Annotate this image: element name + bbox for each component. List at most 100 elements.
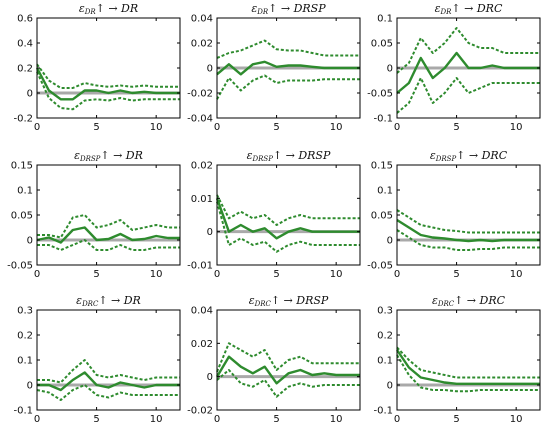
y-tick-label: 0.2 (17, 64, 33, 75)
x-tick-label: 0 (34, 269, 40, 280)
upper-band-line (216, 342, 360, 373)
panel-title: εDR↑ → DRSP (251, 2, 326, 16)
x-tick-label: 0 (394, 269, 400, 280)
plot-frame (216, 309, 361, 411)
x-tick-label: 5 (453, 414, 459, 425)
x-tick-label: 10 (150, 414, 163, 425)
y-tick-label: 0 (387, 381, 393, 392)
y-tick-label: 0.05 (371, 211, 393, 222)
x-tick-label: 0 (34, 414, 40, 425)
lower-band-line (396, 77, 540, 114)
irf-line (37, 371, 180, 392)
panel-title: εDRSP↑ → DRSP (247, 149, 331, 163)
y-tick-label: 0.04 (191, 14, 213, 25)
x-tick-label: 5 (273, 269, 279, 280)
x-tick-label: 0 (394, 414, 400, 425)
x-tick-label: 5 (93, 269, 99, 280)
x-tick-label: 5 (453, 269, 459, 280)
y-tick-label: 0.4 (17, 39, 33, 50)
y-tick-label: 0.15 (11, 161, 33, 172)
x-tick-label: 0 (214, 414, 220, 425)
y-tick-label: 0.2 (17, 331, 33, 342)
y-tick-label: 0.04 (191, 306, 213, 317)
x-tick-label: 10 (150, 269, 163, 280)
x-tick-label: 10 (150, 122, 163, 133)
irf-panel: εDR↑ → DRSP -0.04 -0.02 0 0.02 0.04 0 5 10 (187, 2, 361, 133)
irf-line (396, 349, 540, 385)
upper-band-line (396, 27, 540, 74)
x-tick-label: 0 (394, 122, 400, 133)
irf-line (215, 355, 360, 385)
y-tick-label: -0.02 (187, 89, 213, 100)
y-tick-label: -0.1 (373, 406, 393, 417)
panel-title: εDRC↑ → DRSP (249, 294, 329, 308)
x-tick-label: 0 (214, 122, 220, 133)
y-tick-label: -0.04 (187, 114, 213, 125)
y-tick-label: 0.02 (191, 39, 213, 50)
irf-line (36, 226, 180, 244)
irf-line (215, 197, 360, 240)
irf-line (35, 67, 180, 101)
x-tick-label: 5 (273, 414, 279, 425)
y-tick-label: 0 (387, 64, 393, 75)
plot-frame (36, 309, 181, 411)
upper-band-line (396, 346, 540, 379)
panel-title: εDRC↑ → DR (76, 294, 141, 308)
x-tick-label: 10 (330, 414, 343, 425)
plot-frame (396, 309, 541, 411)
panel-title: εDR↑ → DR (79, 2, 138, 16)
y-tick-label: -0.1 (13, 406, 33, 417)
y-tick-label: 0.05 (11, 211, 33, 222)
y-tick-label: -0.05 (367, 261, 393, 272)
x-tick-label: 10 (330, 269, 343, 280)
y-tick-label: 0.05 (371, 39, 393, 50)
y-tick-label: 0.1 (377, 186, 393, 197)
y-tick-label: 0 (27, 89, 33, 100)
x-tick-label: 0 (214, 269, 220, 280)
y-tick-label: 0.02 (191, 339, 213, 350)
lower-band-line (216, 201, 360, 253)
y-tick-label: 0.3 (17, 306, 33, 317)
y-tick-label: -0.2 (13, 114, 33, 125)
y-tick-label: 0 (207, 64, 213, 75)
irf-line (216, 60, 360, 76)
lower-band-line (396, 229, 540, 251)
panel-title: εDRSP↑ → DR (74, 149, 143, 163)
x-tick-label: 10 (510, 414, 523, 425)
x-tick-label: 0 (34, 122, 40, 133)
panel-title: εDRC↑ → DRC (432, 294, 506, 308)
y-tick-label: 0.02 (191, 161, 213, 172)
y-tick-label: 0 (207, 372, 213, 383)
y-tick-label: 0.1 (17, 186, 33, 197)
y-tick-label: 0 (27, 381, 33, 392)
x-tick-label: 5 (453, 122, 459, 133)
lower-band-line (216, 369, 360, 398)
y-tick-label: -0.05 (367, 89, 393, 100)
y-tick-label: 0.15 (371, 161, 393, 172)
lower-band-line (36, 71, 180, 111)
y-tick-label: 0 (27, 236, 33, 247)
y-tick-label: 0.1 (17, 356, 33, 367)
x-tick-label: 5 (273, 122, 279, 133)
lower-band-line (36, 384, 180, 401)
panel-title: εDR↑ → DRC (435, 2, 503, 16)
x-tick-label: 10 (510, 269, 523, 280)
y-tick-label: -0.1 (373, 114, 393, 125)
lower-band-line (216, 74, 360, 100)
y-tick-label: 0.1 (377, 356, 393, 367)
irf-panel: εDRC↑ → DRC-0.100.10.20.30 5 10 (373, 294, 541, 425)
y-tick-label: 0.2 (377, 331, 393, 342)
irf-panel: εDRC↑ → DR-0.100.10.20.30 5 10 (13, 294, 181, 425)
irf-panel: εDR↑ → DRC -0.1 -0.05 0 0.05 0.1 0 5 10 (367, 2, 541, 133)
y-tick-label: 0.1 (377, 14, 393, 25)
y-tick-label: -0.02 (187, 406, 213, 417)
upper-band-line (37, 214, 180, 239)
y-tick-label: -0.05 (7, 261, 33, 272)
upper-band-line (36, 63, 180, 89)
irf-panel: εDR↑ → DR-0.200.20.40.60 5 10 (13, 2, 181, 133)
upper-band-line (37, 359, 180, 384)
x-tick-label: 10 (510, 122, 523, 133)
